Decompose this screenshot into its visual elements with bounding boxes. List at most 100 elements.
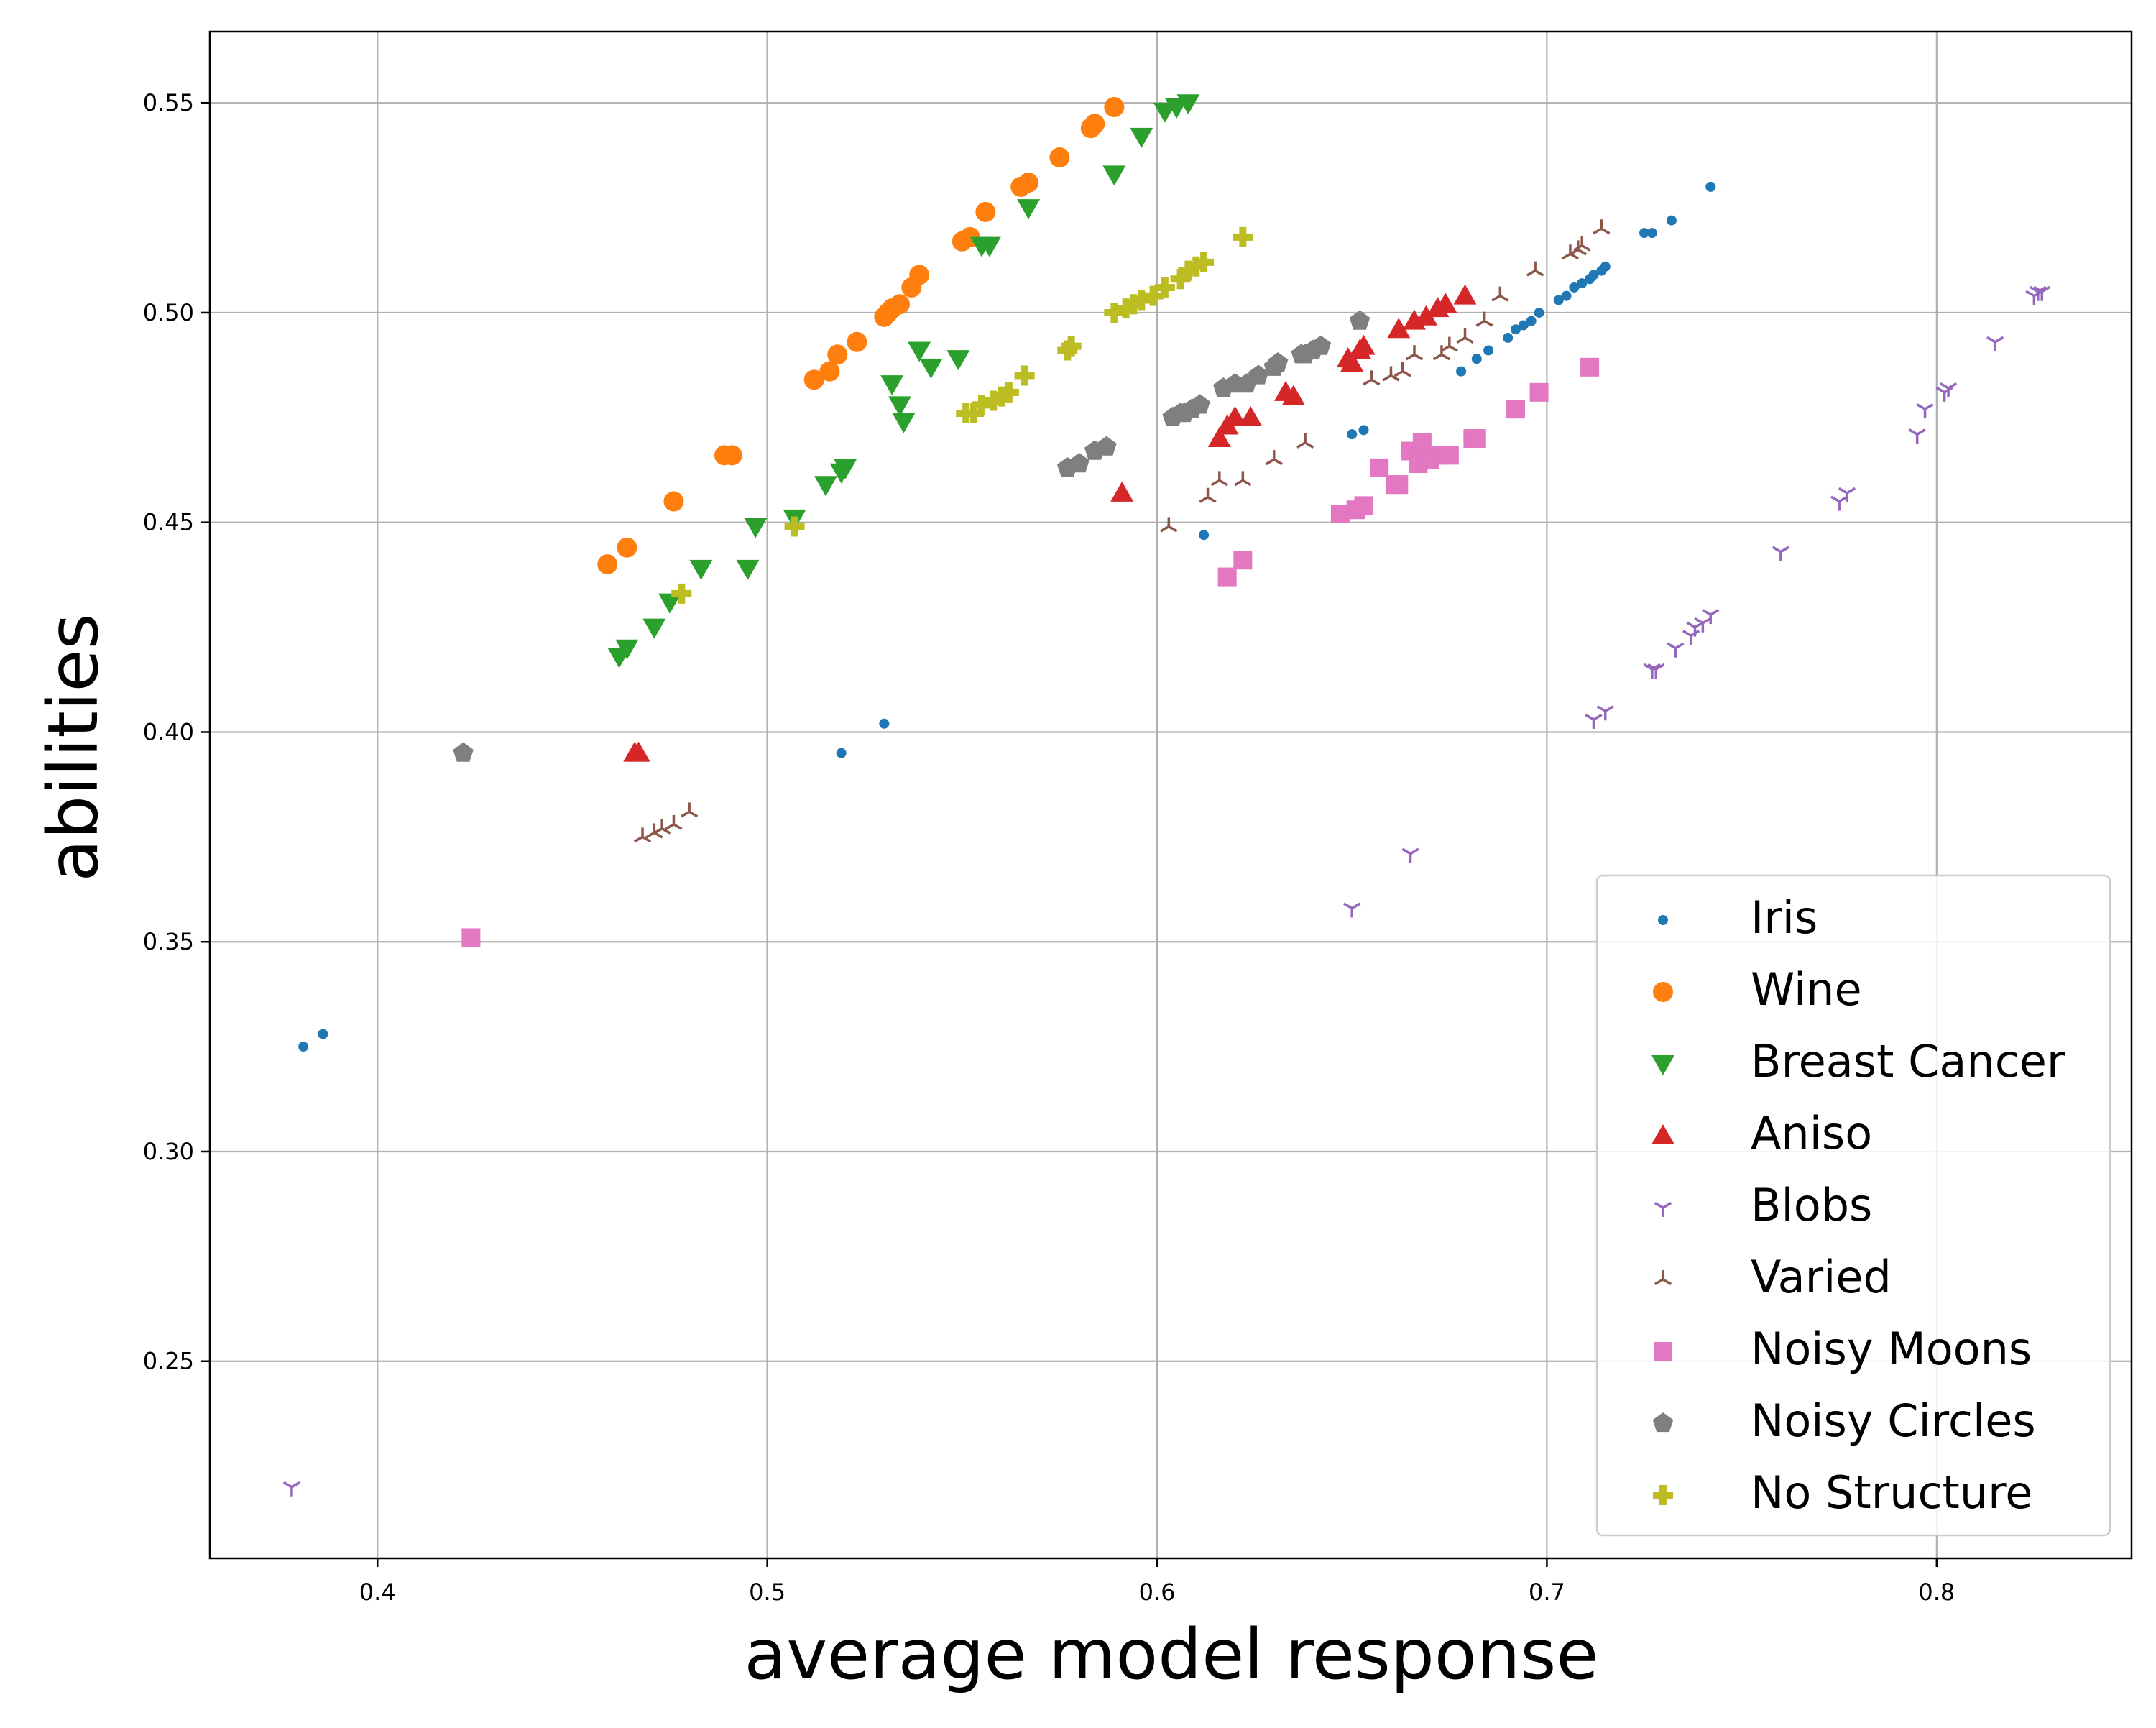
data-point (888, 396, 912, 417)
legend-marker (1651, 1055, 1674, 1075)
series-noisy-moons (461, 357, 1600, 947)
legend-marker (1653, 982, 1673, 1002)
data-point (1986, 336, 2004, 351)
x-tick-label: 0.7 (1529, 1578, 1565, 1606)
data-point (1506, 400, 1526, 419)
data-point (615, 639, 639, 660)
axes-frame (208, 30, 2133, 1560)
data-point (1639, 228, 1650, 239)
y-tick-label: 0.25 (143, 1348, 194, 1375)
data-point (282, 1481, 301, 1497)
data-point (919, 358, 943, 379)
data-point (1939, 382, 1958, 397)
data-point (1123, 294, 1144, 315)
data-point (1600, 261, 1611, 272)
data-point (819, 361, 840, 382)
legend-marker (1654, 1270, 1672, 1286)
data-point (1217, 567, 1237, 587)
data-point (1352, 334, 1376, 355)
data-point (1199, 530, 1210, 541)
data-point (1358, 425, 1369, 436)
data-point (1387, 318, 1411, 339)
data-point (991, 386, 1012, 407)
data-point (879, 718, 890, 729)
data-point (1389, 475, 1409, 495)
data-point (1330, 505, 1350, 524)
data-point (1104, 302, 1125, 323)
legend-label: Breast Cancer (1751, 1035, 2065, 1088)
data-point (1526, 316, 1537, 326)
data-point (1647, 663, 1665, 679)
data-point (1267, 352, 1289, 372)
data-point (1518, 320, 1529, 331)
legend-marker (1654, 1201, 1672, 1217)
data-point (722, 445, 742, 466)
data-point (1434, 293, 1457, 313)
data-point (461, 928, 481, 947)
data-point (663, 491, 684, 512)
legend: Iris Wine Breast Cancer Aniso Blobs Varied Noi… (1595, 874, 2111, 1537)
data-point (964, 403, 985, 423)
data-point (1916, 403, 1934, 419)
data-point (1176, 94, 1200, 115)
data-point (597, 554, 618, 575)
data-point (908, 341, 931, 362)
data-point (744, 518, 768, 538)
x-axis-label: average model response (745, 1614, 1599, 1695)
data-point (1233, 226, 1253, 247)
data-point (1110, 481, 1134, 502)
data-point (983, 390, 1004, 411)
series-no-structure (671, 226, 1253, 604)
series-iris (298, 181, 1716, 1052)
data-point (1189, 394, 1210, 414)
legend-label: Aniso (1751, 1107, 1872, 1159)
data-point (1248, 364, 1269, 385)
data-point (689, 559, 713, 580)
data-point (836, 748, 847, 758)
legend-marker (1651, 1124, 1674, 1144)
data-point (1577, 278, 1588, 289)
data-point (1393, 362, 1411, 377)
data-point (665, 814, 683, 830)
data-point (784, 516, 805, 537)
axis-ticks: 0.4 0.5 0.6 0.7 0.8 0.25 0.30 0.35 0.40 0.45 0.50 0… (143, 89, 1955, 1606)
data-point (1401, 847, 1419, 863)
legend-marker (1658, 915, 1668, 925)
data-point (892, 413, 916, 433)
data-point (1553, 295, 1564, 305)
data-point (1569, 282, 1580, 293)
data-point (1160, 517, 1178, 533)
data-point (1456, 366, 1467, 377)
data-point (1453, 284, 1477, 305)
data-point (1207, 427, 1231, 448)
data-point (617, 537, 637, 558)
data-point (1186, 256, 1207, 277)
data-point (1534, 307, 1544, 318)
legend-box (1595, 874, 2111, 1537)
data-point (1233, 551, 1253, 570)
data-point (1580, 357, 1600, 377)
data-point (1210, 471, 1228, 487)
data-point (1838, 487, 1856, 502)
data-point (1199, 487, 1217, 503)
data-point (1049, 147, 1070, 168)
data-point (318, 1029, 328, 1039)
legend-label: Wine (1751, 963, 1862, 1016)
data-point (803, 369, 824, 390)
data-point (1170, 269, 1191, 290)
data-point (736, 559, 760, 580)
data-point (1529, 382, 1549, 402)
data-point (1281, 385, 1305, 405)
y-axis-label: abilities (33, 613, 114, 881)
legend-label: No Structure (1751, 1466, 2032, 1519)
series-wine (597, 97, 1125, 575)
data-point (1666, 215, 1677, 226)
data-point (1265, 450, 1283, 466)
data-point (1491, 286, 1509, 302)
data-point (1084, 114, 1105, 134)
data-point (946, 350, 970, 371)
data-point (1234, 471, 1252, 487)
data-point (1503, 332, 1514, 343)
y-tick-label: 0.35 (143, 928, 194, 955)
